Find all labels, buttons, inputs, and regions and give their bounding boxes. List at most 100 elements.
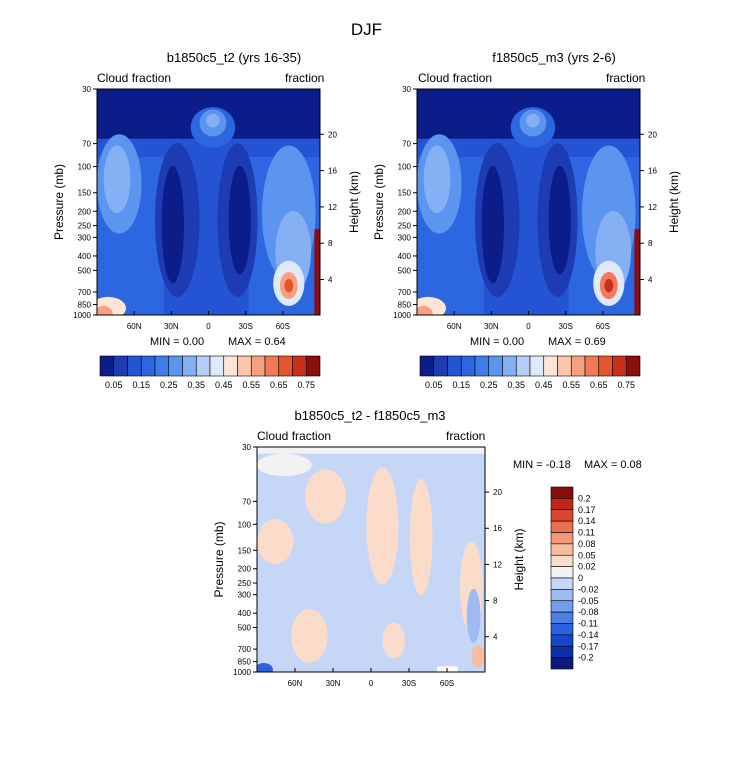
x-tick-label: 60S	[440, 679, 454, 688]
y-tick-label: 30	[402, 85, 411, 94]
contour-band	[466, 588, 481, 643]
y-axis-label: Pressure (mb)	[212, 521, 226, 597]
y2-tick-label: 20	[493, 488, 502, 497]
colorbar-label: 0.14	[578, 516, 596, 526]
y2-tick-label: 8	[493, 597, 498, 606]
y2-tick-label: 8	[648, 239, 653, 248]
y-tick-label: 100	[238, 520, 252, 529]
colorbar-swatch	[502, 355, 517, 377]
contour-band	[257, 519, 294, 564]
colorbar-swatch	[550, 486, 574, 499]
colorbar-swatch	[182, 355, 197, 377]
y-tick-label: 70	[242, 497, 251, 506]
y-tick-label: 30	[82, 85, 91, 94]
y-tick-label: 1000	[73, 311, 91, 320]
panel-b-max: MAX = 0.69	[548, 336, 606, 348]
y-tick-label: 400	[238, 609, 252, 618]
colorbar-swatch	[584, 355, 600, 377]
colorbar-swatch	[550, 509, 574, 522]
y2-tick-label: 12	[493, 560, 502, 569]
y2-tick-label: 16	[648, 167, 657, 176]
contour-peak	[284, 278, 294, 293]
colorbar-swatch	[550, 589, 574, 602]
colorbar-label: 0.17	[578, 505, 596, 515]
panel-b-left-label: Cloud fraction	[418, 71, 493, 85]
contour-band	[161, 165, 184, 284]
y-tick-label: 150	[78, 189, 92, 198]
y2-tick-label: 4	[648, 276, 653, 285]
colorbar-swatch	[460, 355, 476, 377]
y-tick-label: 850	[398, 301, 412, 310]
contour-band	[97, 305, 113, 315]
colorbar-swatch	[223, 355, 238, 377]
y-tick-label: 500	[78, 266, 92, 275]
panel-a-field	[97, 89, 320, 315]
colorbar-label: 0.55	[242, 380, 260, 390]
colorbar-label: 0.65	[590, 380, 608, 390]
y-tick-label: 300	[78, 233, 92, 242]
colorbar-swatch	[209, 355, 225, 377]
colorbar-label: 0.08	[578, 539, 596, 549]
panel-b-title: f1850c5_m3 (yrs 2-6)	[492, 50, 616, 65]
y-tick-label: 200	[398, 207, 412, 216]
colorbar-swatch	[557, 355, 572, 377]
colorbar-swatch	[474, 355, 490, 377]
panel-a-max: MAX = 0.64	[228, 336, 286, 348]
panel-b-right-label: fraction	[606, 71, 646, 85]
colorbar-swatch	[278, 355, 293, 377]
contour-band	[206, 113, 220, 128]
y-tick-label: 300	[238, 591, 252, 600]
colorbar-swatch	[292, 355, 307, 377]
colorbar-swatch	[570, 355, 586, 377]
colorbar-swatch	[550, 577, 574, 590]
panel-c-colorbar: 0.20.170.140.110.080.050.020-0.02-0.05-0…	[550, 486, 599, 670]
contour-band	[103, 145, 131, 214]
colorbar-label: 0.15	[452, 380, 470, 390]
contour-band	[409, 478, 433, 596]
panel-a-min: MIN = 0.00	[150, 336, 205, 348]
colorbar-swatch	[237, 355, 252, 377]
colorbar-label: 0.11	[578, 528, 595, 538]
colorbar-swatch	[598, 355, 613, 377]
y-tick-label: 1000	[393, 311, 411, 320]
x-tick-label: 0	[369, 679, 374, 688]
x-tick-label: 30N	[326, 679, 341, 688]
y-tick-label: 250	[78, 222, 92, 231]
colorbar-label: 0.2	[578, 493, 591, 503]
y2-tick-label: 16	[328, 167, 337, 176]
colorbar-label: 0.15	[132, 380, 150, 390]
y2-axis-label: Height (km)	[667, 171, 681, 233]
x-tick-label: 30S	[402, 679, 416, 688]
panel-c-left-label: Cloud fraction	[257, 429, 332, 443]
panel-a-left-label: Cloud fraction	[97, 71, 172, 85]
y2-tick-label: 12	[648, 203, 657, 212]
x-tick-label: 60N	[447, 322, 462, 331]
panel-a-right-label: fraction	[285, 71, 325, 85]
contour-band	[548, 165, 571, 275]
y-tick-label: 250	[238, 579, 252, 588]
colorbar-swatch	[529, 355, 545, 377]
colorbar-label: 0.65	[270, 380, 288, 390]
y2-tick-label: 20	[648, 130, 657, 139]
colorbar-swatch	[447, 355, 462, 377]
x-tick-label: 60N	[127, 322, 142, 331]
colorbar-label: -0.05	[578, 596, 599, 606]
contour-band	[634, 229, 640, 315]
colorbar-label: 0.35	[187, 380, 205, 390]
colorbar-label: 0.75	[297, 380, 315, 390]
colorbar-swatch	[154, 355, 170, 377]
colorbar-swatch	[264, 355, 280, 377]
colorbar-swatch	[550, 634, 574, 647]
y-tick-label: 200	[238, 565, 252, 574]
colorbar-label: -0.2	[578, 653, 594, 663]
x-tick-label: 60N	[288, 679, 303, 688]
colorbar-swatch	[550, 554, 574, 567]
contour-band	[366, 467, 399, 585]
contour-band	[257, 447, 485, 454]
contour-peak	[604, 278, 614, 293]
y-axis-label: Pressure (mb)	[52, 164, 66, 240]
contour-band	[314, 229, 320, 315]
